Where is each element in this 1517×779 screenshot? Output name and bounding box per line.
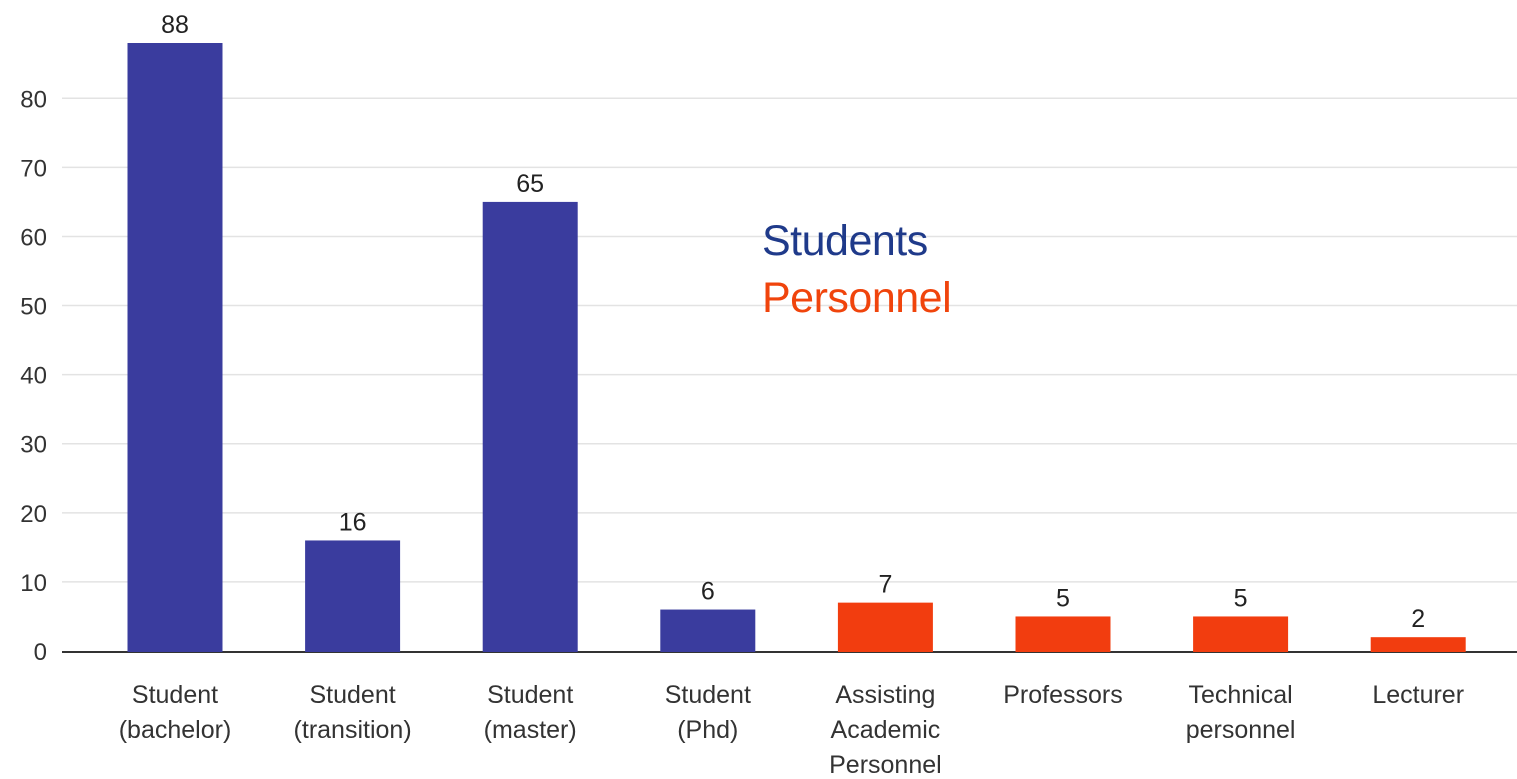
x-tick-label: Student (Phd) [665, 681, 751, 744]
bar-value-label: 2 [1411, 605, 1425, 633]
x-tick-label: Professors [1003, 681, 1122, 709]
y-tick-label: 80 [20, 86, 47, 113]
x-axis: Student (bachelor) Student (transition) Stud… [119, 681, 1464, 779]
y-axis: 0 10 20 30 40 50 60 70 80 [20, 86, 47, 666]
x-tick-label: Student (bachelor) [119, 681, 232, 744]
x-tick-label: Student (transition) [294, 681, 412, 744]
legend-personnel: Personnel [762, 274, 952, 322]
y-tick-label: 70 [20, 155, 47, 182]
bar [127, 43, 223, 652]
y-tick-label: 30 [20, 432, 47, 459]
bar [1370, 637, 1466, 652]
bar-value-label: 5 [1056, 584, 1070, 612]
bar [482, 201, 578, 652]
legend-students: Students [762, 217, 928, 265]
bar [1193, 616, 1289, 652]
y-tick-label: 20 [20, 501, 47, 528]
bar [1015, 616, 1111, 652]
x-tick-label: Assisting Academic Personnel [829, 681, 942, 779]
bar-value-label: 16 [339, 508, 367, 536]
bar [837, 602, 933, 652]
x-tick-label: Student (master) [484, 681, 577, 744]
bar-value-label: 5 [1234, 584, 1248, 612]
bars [127, 43, 1466, 652]
y-tick-label: 50 [20, 294, 47, 321]
y-tick-label: 60 [20, 224, 47, 251]
bar [660, 609, 756, 652]
legend: Students Personnel [762, 213, 952, 327]
gridlines [62, 97, 1517, 653]
y-tick-label: 10 [20, 570, 47, 597]
x-tick-label: Lecturer [1372, 681, 1464, 709]
y-tick-label: 40 [20, 363, 47, 390]
value-labels: 88 16 65 6 7 5 5 2 [161, 11, 1425, 633]
bar-value-label: 65 [516, 170, 544, 198]
bar-value-label: 6 [701, 578, 715, 606]
bar [305, 540, 401, 652]
y-tick-label: 0 [34, 639, 47, 666]
bar-value-label: 88 [161, 11, 189, 39]
x-tick-label: Technical personnel [1186, 681, 1296, 744]
bar-value-label: 7 [878, 571, 892, 599]
